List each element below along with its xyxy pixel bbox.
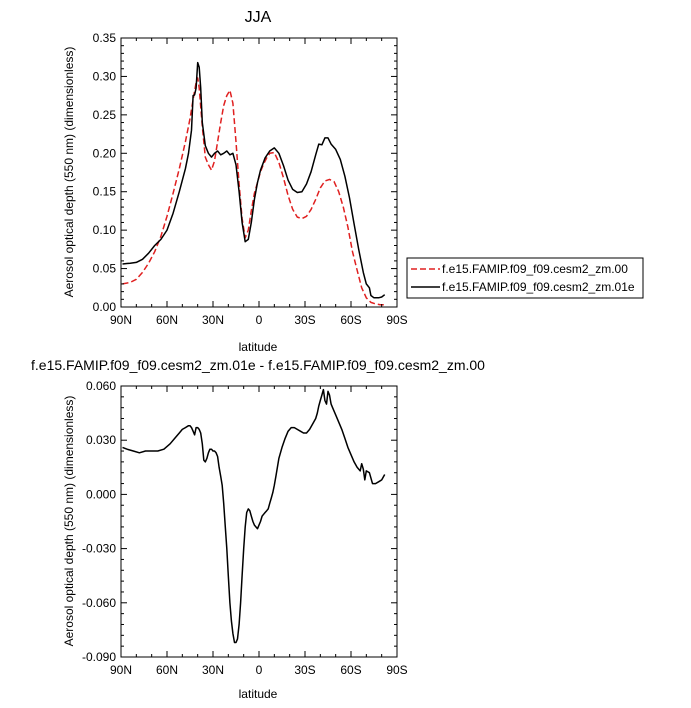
x-tick-label: 30S xyxy=(294,663,315,677)
series-group xyxy=(122,61,386,306)
y-tick-label: 0.030 xyxy=(86,433,116,447)
tick-group: 90N 60N 30N 0 30S 60S 90S -0.090 -0.060 -0.030 0.0… xyxy=(82,379,408,677)
y-tick-label: -0.090 xyxy=(82,650,116,664)
y-tick-label: 0.000 xyxy=(86,487,116,501)
x-tick-label: 90N xyxy=(110,663,132,677)
x-axis-label: latitude xyxy=(239,687,278,701)
legend-label-01e: f.e15.FAMIP.f09_f09.cesm2_zm.01e xyxy=(442,280,635,294)
x-tick-label: 0 xyxy=(256,663,263,677)
series-line-1 xyxy=(122,77,385,306)
chart-title: f.e15.FAMIP.f09_f09.cesm2_zm.01e - f.e15… xyxy=(31,357,485,373)
series-line-2 xyxy=(122,61,386,299)
y-tick-label: 0.35 xyxy=(93,31,117,45)
x-tick-label: 90S xyxy=(386,663,407,677)
legend-label-00: f.e15.FAMIP.f09_f09.cesm2_zm.00 xyxy=(442,262,628,276)
chart-title: JJA xyxy=(245,9,272,26)
x-tick-label: 60N xyxy=(156,313,178,327)
plot-frame xyxy=(120,385,398,658)
x-tick-label: 90N xyxy=(110,313,132,327)
y-tick-label: 0.25 xyxy=(93,108,117,122)
y-tick-label: 0.00 xyxy=(93,300,117,314)
x-tick-label: 0 xyxy=(256,313,263,327)
x-tick-label: 60N xyxy=(156,663,178,677)
bottom-panel: f.e15.FAMIP.f09_f09.cesm2_zm.01e - f.e15… xyxy=(31,357,485,701)
top-panel: JJA 90N 60N 30N 0 30S 60S 90S 0.00 0.05 0.10 0.15 0… xyxy=(62,9,408,354)
y-tick-label: -0.060 xyxy=(82,596,116,610)
x-axis-label: latitude xyxy=(239,340,278,354)
y-tick-label: 0.10 xyxy=(93,223,117,237)
x-tick-label: 30N xyxy=(202,663,224,677)
series-line-1 xyxy=(122,388,386,644)
tick-group: 90N 60N 30N 0 30S 60S 90S 0.00 0.05 0.10 0.15 0.20 0… xyxy=(93,31,408,327)
y-axis-label: Aerosol optical depth (550 nm) (dimensio… xyxy=(62,47,76,298)
y-tick-label: 0.20 xyxy=(93,146,117,160)
x-tick-label: 30N xyxy=(202,313,224,327)
x-tick-label: 90S xyxy=(386,313,407,327)
y-tick-label: 0.15 xyxy=(93,185,117,199)
legend-box xyxy=(406,257,644,299)
y-tick-label: -0.030 xyxy=(82,542,116,556)
y-axis-label: Aerosol optical depth (550 nm) (dimensio… xyxy=(62,396,76,647)
x-tick-label: 30S xyxy=(294,313,315,327)
y-tick-label: 0.30 xyxy=(93,69,117,83)
legend: f.e15.FAMIP.f09_f09.cesm2_zm.00 f.e15.FA… xyxy=(406,257,644,299)
plot-frame xyxy=(120,37,398,308)
x-tick-label: 60S xyxy=(340,313,361,327)
y-tick-label: 0.060 xyxy=(86,379,116,393)
x-tick-label: 60S xyxy=(340,663,361,677)
y-tick-label: 0.05 xyxy=(93,262,117,276)
series-group xyxy=(122,388,386,644)
